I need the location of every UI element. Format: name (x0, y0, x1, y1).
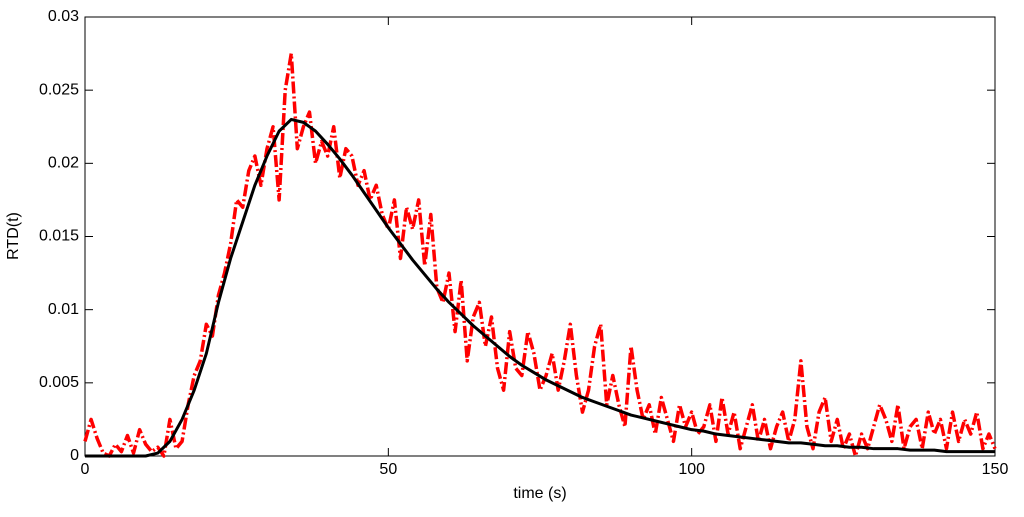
y-tick-label: 0.02 (48, 155, 79, 172)
x-tick-label: 150 (982, 461, 1009, 478)
x-tick-label: 0 (81, 461, 90, 478)
data-line (83, 51, 997, 458)
y-axis-label: RTD(t) (5, 212, 22, 260)
data-line (85, 117, 995, 458)
x-tick-label: 100 (678, 461, 705, 478)
y-tick-label: 0.005 (39, 374, 79, 391)
y-tick-label: 0.01 (48, 301, 79, 318)
x-axis-label: time (s) (513, 485, 566, 502)
y-tick-label: 0.015 (39, 228, 79, 245)
x-tick-label: 50 (379, 461, 397, 478)
y-tick-label: 0.03 (48, 8, 79, 25)
y-tick-label: 0 (70, 447, 79, 464)
y-tick-label: 0.025 (39, 81, 79, 98)
plot-frame (84, 16, 996, 457)
